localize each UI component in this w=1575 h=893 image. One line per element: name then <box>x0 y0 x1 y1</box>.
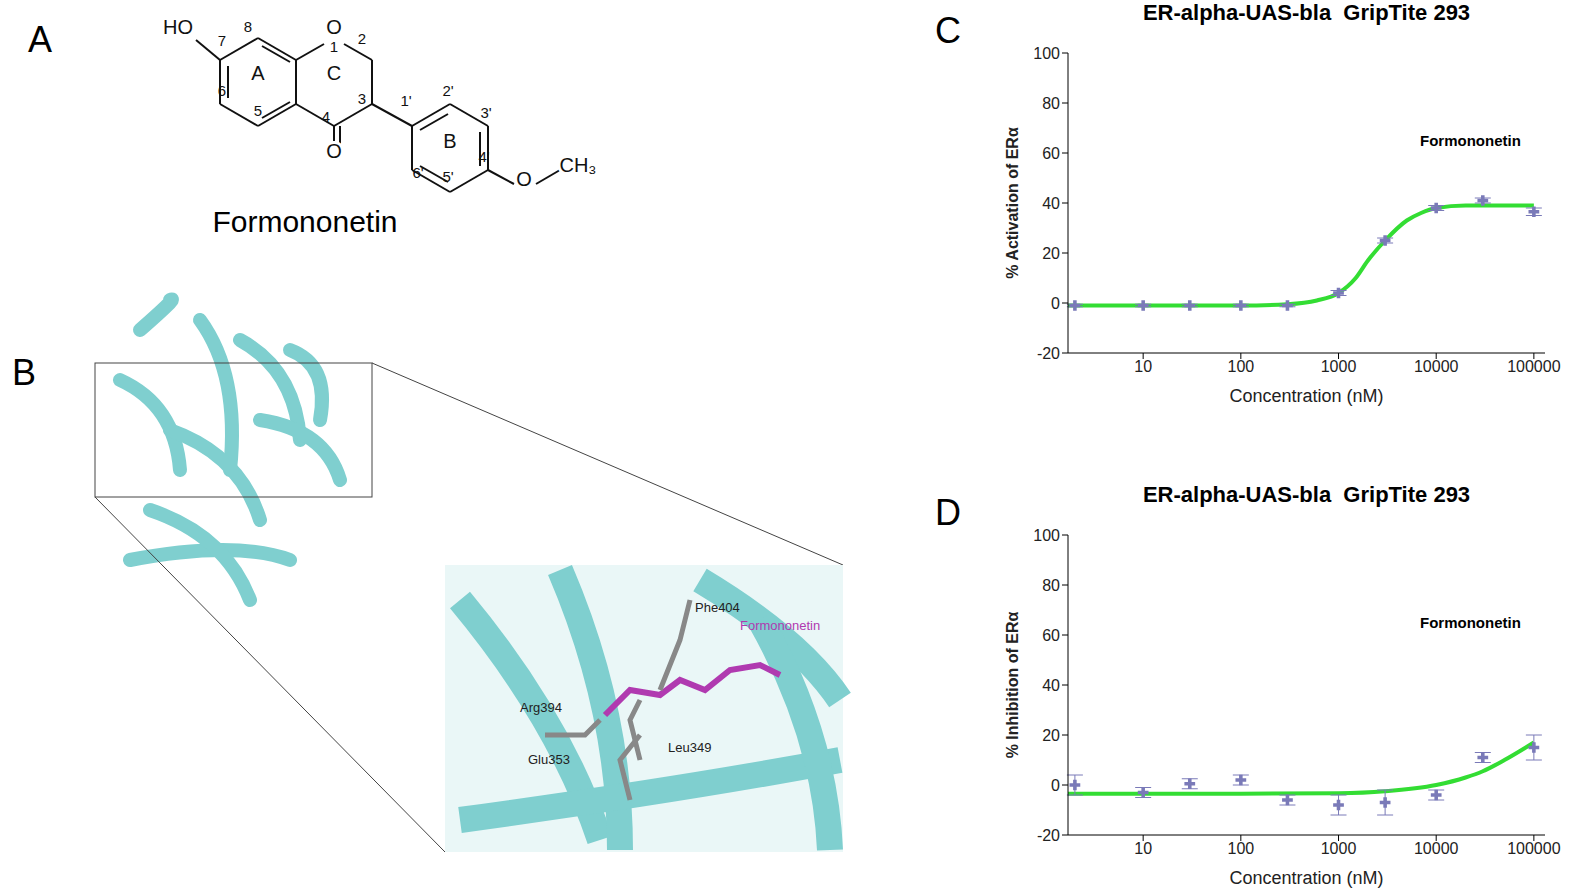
svg-text:1000: 1000 <box>1321 358 1357 375</box>
svg-text:20: 20 <box>1042 245 1060 262</box>
svg-text:Leu349: Leu349 <box>668 740 711 755</box>
svg-text:100: 100 <box>1227 840 1254 857</box>
svg-text:8: 8 <box>244 18 252 35</box>
svg-text:20: 20 <box>1042 727 1060 744</box>
svg-text:1: 1 <box>330 38 338 55</box>
svg-text:C: C <box>327 62 341 84</box>
html-text:C: C <box>935 10 961 51</box>
svg-text:10: 10 <box>1134 358 1152 375</box>
svg-text:Phe404: Phe404 <box>695 600 740 615</box>
svg-text:100: 100 <box>1033 527 1060 544</box>
svg-text:10000: 10000 <box>1414 358 1459 375</box>
html-text:Formononetin: Formononetin <box>1420 132 1521 149</box>
svg-text:-20: -20 <box>1037 345 1060 362</box>
svg-text:7: 7 <box>218 32 226 49</box>
svg-text:100000: 100000 <box>1507 840 1560 857</box>
svg-text:0: 0 <box>1051 295 1060 312</box>
svg-text:5: 5 <box>254 102 262 119</box>
svg-text:0: 0 <box>1051 777 1060 794</box>
svg-text:6': 6' <box>412 164 423 181</box>
svg-text:-20: -20 <box>1037 827 1060 844</box>
svg-text:HO: HO <box>163 16 193 38</box>
svg-text:% Activation of ERα: % Activation of ERα <box>1004 127 1021 279</box>
svg-text:2': 2' <box>442 82 453 99</box>
svg-text:O: O <box>326 16 342 38</box>
svg-text:B: B <box>443 130 456 152</box>
html-text:Formononetin: Formononetin <box>1420 614 1521 631</box>
html-text:ER-alpha-UAS-bla GripTite 293: ER-alpha-UAS-bla GripTite 293 <box>1142 482 1471 507</box>
svg-text:10000: 10000 <box>1414 840 1459 857</box>
svg-text:O: O <box>326 140 342 162</box>
html-text:D: D <box>935 492 961 533</box>
svg-text:10: 10 <box>1134 840 1152 857</box>
svg-text:4: 4 <box>322 108 330 125</box>
svg-text:2: 2 <box>358 30 366 47</box>
svg-text:80: 80 <box>1042 577 1060 594</box>
svg-text:40: 40 <box>1042 677 1060 694</box>
svg-text:60: 60 <box>1042 627 1060 644</box>
svg-text:A: A <box>28 19 52 60</box>
svg-text:3: 3 <box>358 90 366 107</box>
svg-text:O: O <box>516 168 532 190</box>
svg-text:6: 6 <box>218 82 226 99</box>
svg-text:60: 60 <box>1042 145 1060 162</box>
svg-text:Arg394: Arg394 <box>520 700 562 715</box>
svg-text:3': 3' <box>480 104 491 121</box>
html-text:ER-alpha-UAS-bla GripTite 293: ER-alpha-UAS-bla GripTite 293 <box>1142 0 1471 25</box>
svg-text:CH₃: CH₃ <box>559 154 596 176</box>
svg-text:Formononetin: Formononetin <box>212 205 397 238</box>
svg-text:Concentration (nM): Concentration (nM) <box>1229 386 1383 406</box>
svg-text:Formononetin: Formononetin <box>740 618 820 633</box>
svg-text:1000: 1000 <box>1321 840 1357 857</box>
svg-text:% Inhibition of ERα: % Inhibition of ERα <box>1004 611 1021 758</box>
svg-text:5': 5' <box>442 168 453 185</box>
svg-text:100: 100 <box>1227 358 1254 375</box>
svg-text:B: B <box>12 352 36 393</box>
svg-text:100: 100 <box>1033 45 1060 62</box>
svg-text:80: 80 <box>1042 95 1060 112</box>
svg-text:40: 40 <box>1042 195 1060 212</box>
svg-text:Glu353: Glu353 <box>528 752 570 767</box>
svg-text:4': 4' <box>478 148 489 165</box>
svg-text:1': 1' <box>400 92 411 109</box>
svg-text:100000: 100000 <box>1507 358 1560 375</box>
svg-text:Concentration (nM): Concentration (nM) <box>1229 868 1383 888</box>
svg-text:A: A <box>251 62 265 84</box>
